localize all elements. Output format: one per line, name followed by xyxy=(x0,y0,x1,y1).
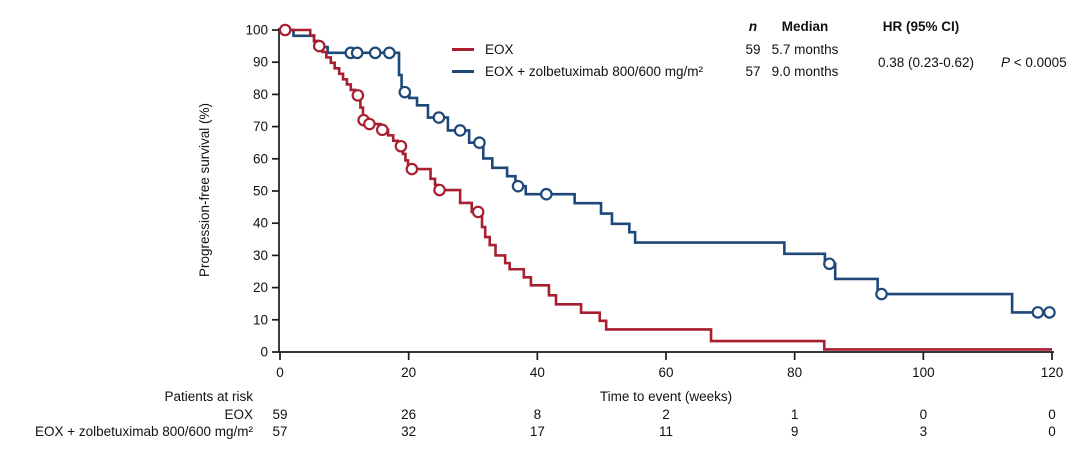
x-tick-label: 60 xyxy=(658,365,673,380)
censor-mark-eox xyxy=(375,123,389,137)
stats-p-label: P xyxy=(1001,55,1011,70)
censor-mark-zolbetuximab xyxy=(875,287,888,301)
censor-mark-zolbetuximab xyxy=(453,124,467,137)
km-curve-eox xyxy=(280,28,1052,351)
y-tick-label: 70 xyxy=(253,119,268,134)
risk-value: 8 xyxy=(533,407,542,422)
censor-mark-eox xyxy=(471,205,485,219)
risk-row-label-zolbetuximab: EOX + zolbetuximab 800/600 mg/m² xyxy=(35,424,253,439)
y-tick-label: 0 xyxy=(260,345,268,360)
y-tick-label: 30 xyxy=(253,248,268,263)
x-axis-title: Time to event (weeks) xyxy=(599,389,733,404)
x-tick-label: 0 xyxy=(276,365,284,380)
stats-p-value: P < 0.0005 xyxy=(1001,55,1067,71)
legend-swatch-eox xyxy=(452,48,474,51)
legend-swatch-zolbetuximab xyxy=(452,70,474,73)
censor-mark-zolbetuximab xyxy=(823,257,836,271)
censor-mark-zolbetuximab xyxy=(1043,306,1056,319)
censor-mark-zolbetuximab xyxy=(540,187,553,201)
y-tick-label: 10 xyxy=(253,312,268,327)
y-axis-title: Progression-free survival (%) xyxy=(197,102,212,278)
stats-n-eox: 59 xyxy=(745,42,761,57)
censor-mark-eox xyxy=(433,183,446,197)
censor-mark-eox xyxy=(363,117,376,131)
stats-n-zolbetuximab: 57 xyxy=(745,64,761,79)
stats-median-zolbetuximab: 9.0 months xyxy=(771,64,839,79)
risk-table-title: Patients at risk xyxy=(164,389,253,404)
censor-mark-eox xyxy=(312,39,326,53)
stats-header-n: n xyxy=(748,19,758,34)
censor-mark-eox xyxy=(394,139,408,153)
censor-mark-zolbetuximab xyxy=(473,136,486,149)
stats-header-median: Median xyxy=(781,19,829,34)
x-tick-label: 20 xyxy=(401,365,416,380)
legend-label-eox: EOX xyxy=(485,42,514,57)
risk-value: 57 xyxy=(272,424,288,439)
risk-value: 59 xyxy=(272,407,288,422)
y-tick-label: 80 xyxy=(253,87,268,102)
legend-label-zolbetuximab: EOX + zolbetuximab 800/600 mg/m² xyxy=(485,64,703,79)
censor-mark-zolbetuximab xyxy=(511,179,525,193)
risk-value: 0 xyxy=(919,407,928,422)
y-tick-label: 40 xyxy=(253,216,268,231)
censor-mark-eox xyxy=(405,162,419,176)
stats-median-eox: 5.7 months xyxy=(771,42,839,57)
risk-value: 11 xyxy=(658,424,673,439)
stats-header-hr: HR (95% CI) xyxy=(882,19,960,34)
stats-p-rest: < 0.0005 xyxy=(1010,55,1067,70)
censor-mark-eox xyxy=(278,23,292,37)
risk-value: 3 xyxy=(919,424,928,439)
risk-value: 0 xyxy=(1048,424,1056,439)
x-tick-label: 100 xyxy=(912,365,935,380)
censor-mark-zolbetuximab xyxy=(368,46,382,60)
censor-mark-eox xyxy=(351,89,365,102)
risk-value: 32 xyxy=(401,424,417,439)
y-tick-label: 60 xyxy=(253,151,268,166)
x-tick-label: 80 xyxy=(787,365,802,380)
censor-mark-zolbetuximab xyxy=(383,46,396,60)
y-tick-label: 90 xyxy=(253,55,268,70)
risk-value: 26 xyxy=(401,407,417,422)
risk-value: 2 xyxy=(662,407,670,422)
censor-mark-zolbetuximab xyxy=(350,46,364,60)
x-tick-label: 40 xyxy=(530,365,545,380)
y-tick-label: 50 xyxy=(253,184,268,199)
x-tick-label: 120 xyxy=(1041,365,1064,380)
stats-hr-value: 0.38 (0.23-0.62) xyxy=(877,55,975,70)
censor-mark-zolbetuximab xyxy=(1031,306,1045,319)
risk-value: 17 xyxy=(529,424,545,439)
censor-mark-zolbetuximab xyxy=(398,85,412,99)
risk-value: 0 xyxy=(1048,407,1056,422)
y-tick-label: 20 xyxy=(253,280,268,295)
risk-value: 9 xyxy=(790,424,799,439)
risk-row-label-eox: EOX xyxy=(224,407,253,422)
censor-mark-zolbetuximab xyxy=(432,111,446,124)
y-tick-label: 100 xyxy=(245,23,268,38)
risk-value: 1 xyxy=(790,407,799,422)
